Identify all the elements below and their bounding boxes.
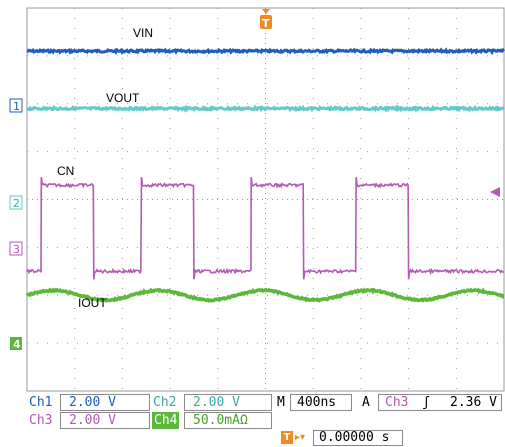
- trace-iout: [25, 287, 505, 303]
- ch1-scale: 2.00 V: [60, 394, 150, 411]
- ch4-scale: 50.0mAΩ: [184, 412, 272, 429]
- ch3-name: Ch3: [29, 413, 53, 428]
- label-vout: VOUT: [106, 91, 140, 105]
- timebase-value: 400ns: [290, 394, 352, 411]
- trigger-source: Ch3: [385, 395, 409, 410]
- waveform-traces: [25, 47, 505, 303]
- ch2-marker-label: 2: [13, 197, 20, 210]
- ch2-ground-marker[interactable]: 2: [9, 195, 23, 210]
- ch4-marker-label: 4: [13, 338, 21, 351]
- trigger-level-arrow-icon[interactable]: [490, 187, 500, 197]
- trigger-slope-icon: ʃ: [422, 395, 431, 410]
- ch2-name: Ch2: [153, 395, 177, 410]
- ch2-scale: 2.00 V: [184, 394, 272, 411]
- trigger-position-value: 0.00000 s: [313, 430, 403, 446]
- m-label: M: [277, 395, 285, 410]
- ch4-ground-marker[interactable]: 4: [10, 337, 22, 351]
- trigger-down-arrow-icon: [262, 9, 270, 14]
- ch3-marker-label: 3: [13, 243, 20, 256]
- ch1-ground-marker[interactable]: 1: [9, 98, 23, 113]
- ch4-name: Ch4: [152, 412, 180, 429]
- label-cn: CN: [57, 164, 74, 178]
- trace-vin: [26, 47, 505, 56]
- trigger-marker-label: T: [262, 17, 270, 30]
- label-iout: IOUT: [78, 296, 107, 310]
- a-label: A: [362, 395, 370, 410]
- channel-markers: 1 2 3 4 T: [9, 9, 500, 351]
- ch1-marker-label: 1: [13, 100, 20, 113]
- trigger-pos-arrow-icon: ▸▾: [295, 432, 306, 443]
- trace-cn: [26, 177, 504, 280]
- graticule: [26, 7, 505, 392]
- trace-vout: [27, 104, 505, 113]
- label-vin: VIN: [133, 26, 153, 40]
- trigger-level: 2.36 V: [450, 395, 497, 410]
- trace-labels: VIN VOUT CN IOUT: [57, 26, 153, 310]
- ch3-ground-marker[interactable]: 3: [9, 241, 23, 256]
- ch1-name: Ch1: [29, 395, 53, 410]
- trigger-readout: Ch3 ʃ 2.36 V: [378, 394, 502, 411]
- trigger-pos-icon: T: [281, 431, 293, 444]
- trigger-position-marker[interactable]: T: [260, 9, 272, 30]
- ch3-scale: 2.00 V: [60, 412, 150, 429]
